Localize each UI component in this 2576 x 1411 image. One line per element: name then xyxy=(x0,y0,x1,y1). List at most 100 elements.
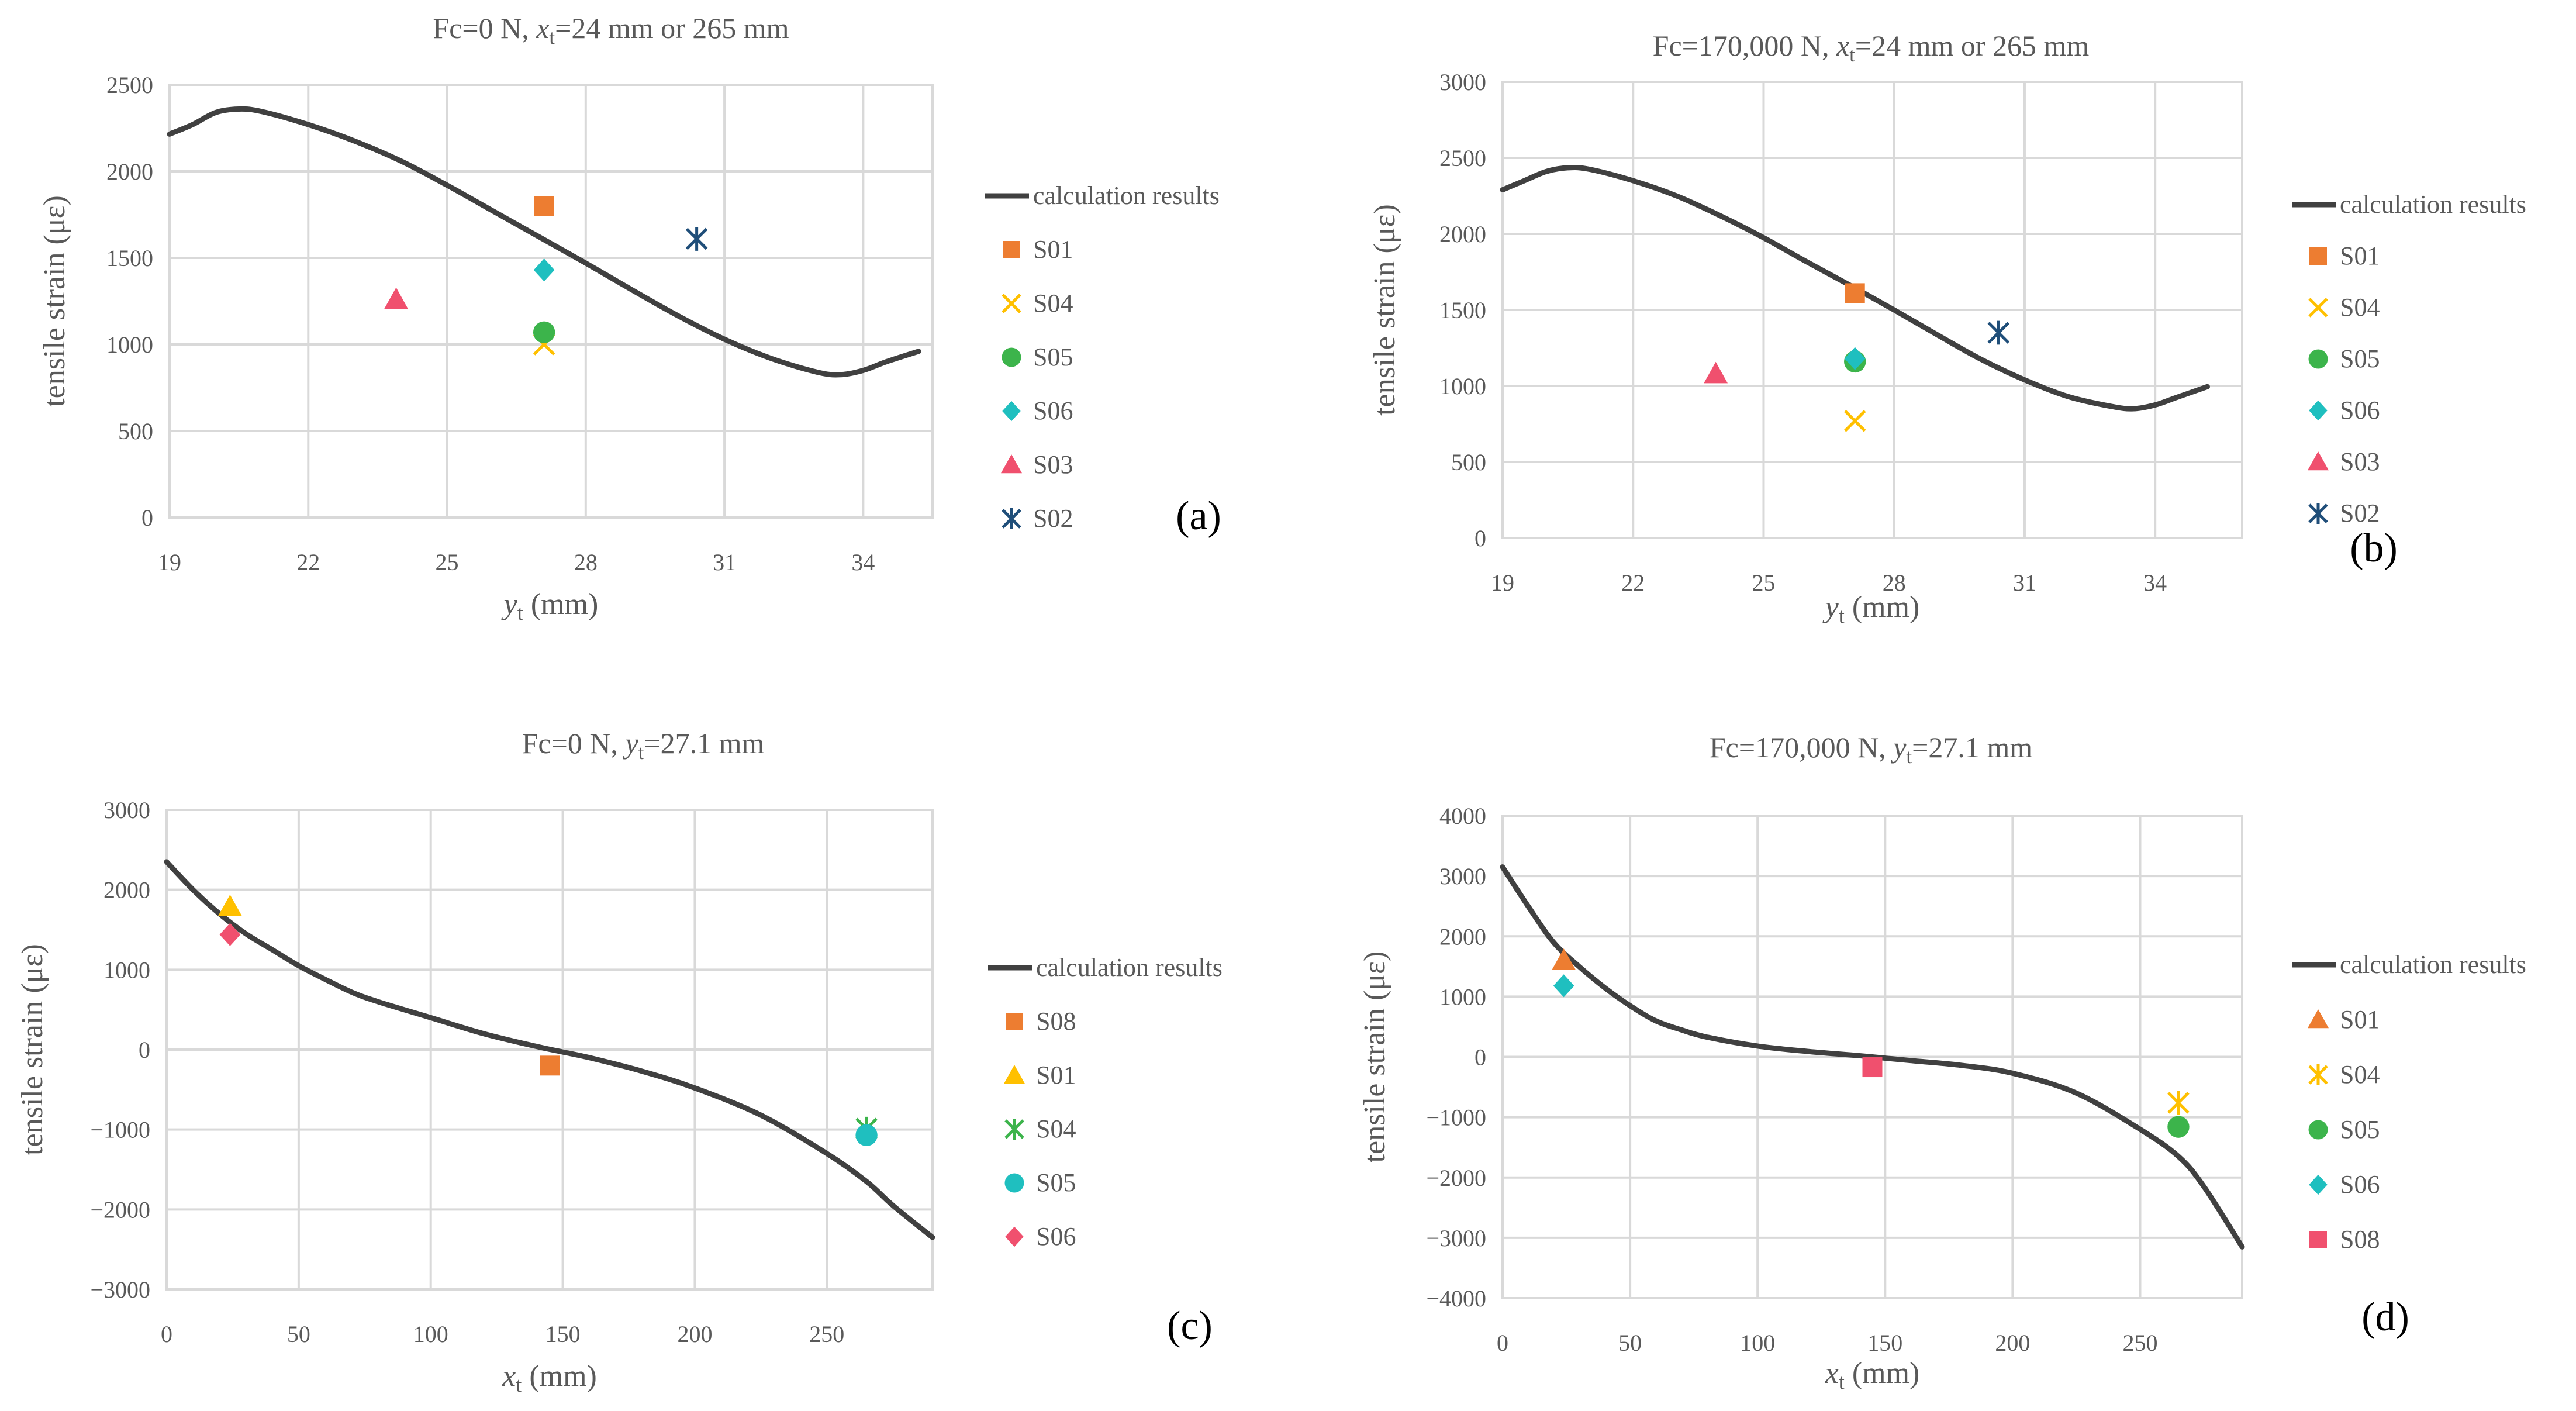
x-tick-label: 19 xyxy=(158,549,181,575)
legend-marker-s08 xyxy=(2309,1231,2327,1248)
y-tick-label: 4000 xyxy=(1439,803,1486,829)
x-axis-label-post: (mm) xyxy=(523,588,599,621)
legend-marker-s01 xyxy=(2309,247,2327,265)
y-tick-label: −2000 xyxy=(1426,1165,1486,1191)
legend-label-s06: S06 xyxy=(2340,396,2380,425)
x-tick-label: 250 xyxy=(2123,1330,2158,1356)
legend: calculation results S01 S04 S05 S06 S03 S02 xyxy=(985,181,1220,533)
y-tick-label: 3000 xyxy=(1439,69,1486,95)
y-tick-label: −1000 xyxy=(90,1117,150,1143)
legend-label-s04: S04 xyxy=(1033,289,1073,318)
legend-label-calculation-results: calculation results xyxy=(2340,950,2526,979)
data-point-s01 xyxy=(1845,283,1865,303)
chart-title: Fc=170,000 N, yt=27.1 mm xyxy=(1710,731,2032,768)
y-tick-label: 1000 xyxy=(1439,373,1486,399)
x-axis-label-sub: t xyxy=(516,1373,522,1396)
legend-label-s05: S05 xyxy=(1033,343,1073,371)
legend-marker-s01 xyxy=(1003,241,1020,258)
panel-label: (d) xyxy=(2361,1295,2409,1340)
x-axis-label-sub: t xyxy=(1839,1370,1845,1393)
data-point-s06 xyxy=(1844,347,1866,370)
x-tick-label: 25 xyxy=(1752,570,1775,596)
legend-marker-s06 xyxy=(2309,1174,2328,1195)
data-point-s05 xyxy=(2167,1116,2190,1138)
legend-marker-s06 xyxy=(2309,400,2328,421)
x-tick-label: 200 xyxy=(677,1321,712,1347)
chart-title-sub: t xyxy=(1849,43,1855,66)
chart-title-pre: Fc=170,000 N, xyxy=(1710,731,1893,764)
x-tick-label: 31 xyxy=(2013,570,2036,596)
x-axis-label: yt (mm) xyxy=(501,588,599,625)
chart-title-sub: t xyxy=(638,741,644,764)
legend-marker-s06 xyxy=(1002,401,1021,422)
data-point-s01 xyxy=(1552,948,1576,970)
y-tick-label: 1000 xyxy=(106,332,153,358)
legend-label-s08: S08 xyxy=(2340,1225,2380,1254)
y-tick-label: −3000 xyxy=(90,1277,150,1303)
x-tick-label: 0 xyxy=(161,1321,172,1347)
y-axis-label: tensile strain (με) xyxy=(16,944,49,1155)
plot-area-frame xyxy=(1501,815,2243,1299)
legend-label-calculation-results: calculation results xyxy=(2340,190,2526,219)
chart-panel-0: 0 500 1000 1500 2000 2500 19 22 25 28 31 34 Fc=0 N, … xyxy=(38,12,1221,625)
legend-label-s02: S02 xyxy=(2340,499,2380,527)
y-tick-label: 500 xyxy=(118,418,153,444)
data-point-s04 xyxy=(2167,1091,2190,1115)
x-axis-label: yt (mm) xyxy=(1822,591,1920,627)
data-point-s03 xyxy=(1704,361,1728,384)
x-tick-label: 100 xyxy=(413,1321,448,1347)
legend-marker-s03 xyxy=(2308,451,2329,471)
x-axis-label: xt (mm) xyxy=(502,1360,597,1396)
x-axis-label-post: (mm) xyxy=(522,1360,597,1393)
chart-title-sub: t xyxy=(549,26,555,49)
data-point-s04 xyxy=(1843,410,1866,432)
y-tick-label: 3000 xyxy=(103,797,150,823)
legend-marker-s05 xyxy=(1004,1173,1024,1193)
legend-label-s04: S04 xyxy=(2340,293,2380,322)
legend-marker-s08 xyxy=(1006,1013,1023,1030)
chart-title-var: x xyxy=(1836,29,1849,62)
x-tick-label: 250 xyxy=(809,1321,844,1347)
legend-label-s03: S03 xyxy=(1033,450,1073,479)
legend-marker-s06 xyxy=(1005,1226,1024,1247)
legend: calculation results S01 S04 S05 S06 S03 S02 xyxy=(2292,190,2526,527)
legend-label-calculation-results: calculation results xyxy=(1036,953,1223,982)
calculation-results-line xyxy=(1500,864,2245,1250)
y-tick-label: 500 xyxy=(1451,449,1486,475)
y-tick-label: 2000 xyxy=(1439,923,1486,950)
legend-marker-s01 xyxy=(2308,1009,2329,1029)
legend-label-s05: S05 xyxy=(1036,1168,1076,1197)
panel-label: (a) xyxy=(1176,494,1221,539)
legend-label-s01: S01 xyxy=(1033,235,1073,264)
chart-title-post: =27.1 mm xyxy=(644,727,764,760)
plot-area-frame xyxy=(1501,81,2243,539)
plot-area-frame xyxy=(168,84,934,519)
y-tick-label: −2000 xyxy=(90,1196,150,1223)
y-tick-label: 0 xyxy=(1475,525,1486,551)
x-axis-label-var: y xyxy=(1822,591,1839,624)
data-point-s05 xyxy=(855,1124,878,1146)
legend-label-s04: S04 xyxy=(2340,1060,2380,1089)
legend-label-s05: S05 xyxy=(2340,344,2380,373)
chart-title-post: =24 mm or 265 mm xyxy=(1855,29,2090,62)
data-point-s06 xyxy=(533,258,555,282)
y-tick-label: −3000 xyxy=(1426,1225,1486,1251)
legend-marker-s04 xyxy=(1002,294,1021,313)
y-tick-label: 2500 xyxy=(106,72,153,98)
x-tick-label: 0 xyxy=(1497,1330,1508,1356)
plot-area-frame xyxy=(165,809,934,1291)
y-tick-label: 0 xyxy=(139,1037,150,1063)
chart-title-pre: Fc=0 N, xyxy=(433,12,536,44)
chart-title-var: x xyxy=(536,12,549,44)
chart-title-post: =27.1 mm xyxy=(1912,731,2032,764)
x-axis-label-post: (mm) xyxy=(1845,591,1920,624)
x-tick-label: 50 xyxy=(1618,1330,1642,1356)
y-tick-label: 0 xyxy=(141,505,153,531)
data-point-s03 xyxy=(384,287,408,309)
y-tick-label: 2000 xyxy=(103,877,150,903)
chart-title-pre: Fc=170,000 N, xyxy=(1653,29,1836,62)
x-tick-label: 34 xyxy=(851,549,875,575)
y-tick-label: 1500 xyxy=(1439,297,1486,323)
x-axis-label-post: (mm) xyxy=(1845,1357,1920,1390)
